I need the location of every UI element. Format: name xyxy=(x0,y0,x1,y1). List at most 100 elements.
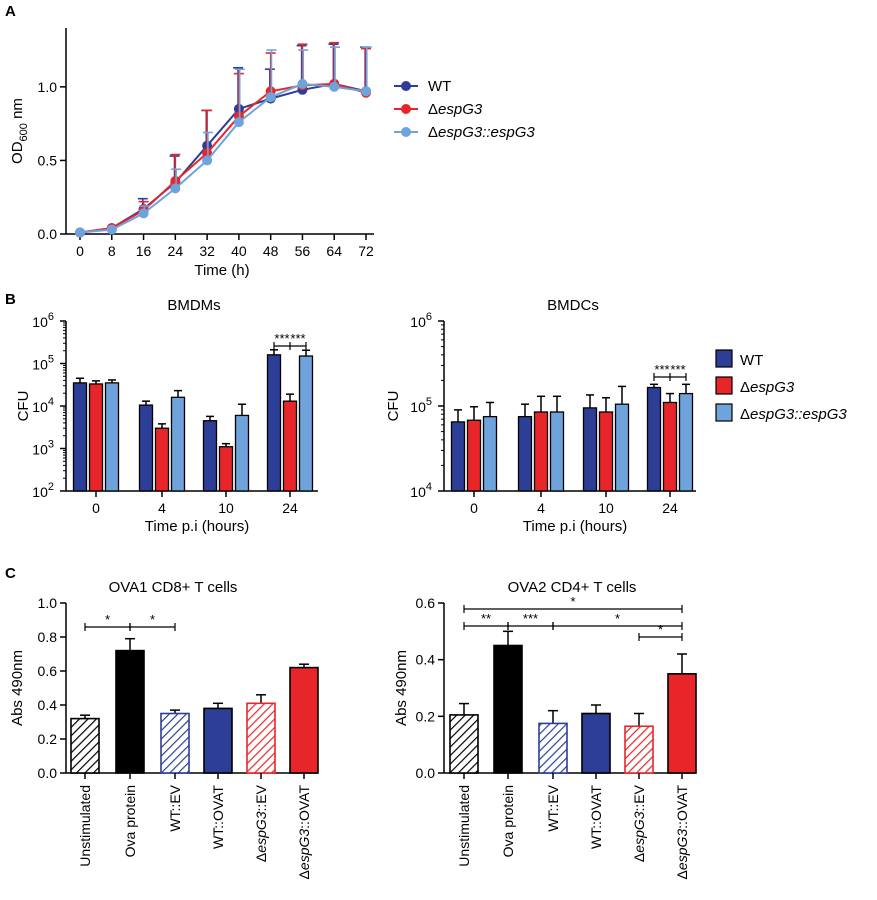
bar xyxy=(598,411,614,492)
bar xyxy=(115,649,145,774)
x-axis-label: Time (h) xyxy=(194,262,249,279)
x-tick-label: 24 xyxy=(662,500,678,516)
legend-marker xyxy=(401,127,411,137)
x-tick-label: Unstimulated xyxy=(77,785,93,867)
chart-ova2-cd4: 0.0 0.2 0.4 0.6 OVA2 CD4+ T cells Abs 490nm Un… xyxy=(393,579,697,879)
y-tick-label: 0.2 xyxy=(416,708,436,724)
significance-label: * xyxy=(150,612,155,627)
significance-label: *** xyxy=(274,331,289,346)
x-tick-label: 10 xyxy=(598,500,614,516)
legend-label: WT xyxy=(740,352,763,369)
bar xyxy=(646,386,662,492)
chart-bmdm-cfu: 102 103 104 105 106 BMDMs Time p.i (hours) CFU 0… xyxy=(15,297,318,535)
x-tick-label: 8 xyxy=(108,243,116,259)
x-tick-label: WT::EV xyxy=(545,784,561,831)
significance-label: *** xyxy=(290,331,305,346)
x-tick-label: ΔespG3::OVAT xyxy=(296,785,312,880)
y-tick-label: 0.2 xyxy=(38,731,58,747)
x-axis-label: Time p.i (hours) xyxy=(523,518,627,535)
data-point xyxy=(329,81,340,92)
legend-marker xyxy=(401,81,411,91)
x-tick-label: 72 xyxy=(358,243,374,259)
legend-label: ΔespG3::espG3 xyxy=(428,124,535,141)
legend-swatch xyxy=(715,349,733,368)
chart-growth-curve: 0.0 0.5 1.0 0 8 16 24 32 40 48 56 64 72 Time (h) OD600… xyxy=(9,28,535,279)
bar xyxy=(493,644,523,774)
x-tick-label: ΔespG3::EV xyxy=(253,784,269,862)
bar xyxy=(282,400,298,492)
y-tick-label: 103 xyxy=(32,439,54,458)
bar xyxy=(678,392,694,492)
y-tick-label: 106 xyxy=(410,311,432,330)
x-tick-label: 32 xyxy=(199,243,215,259)
data-point xyxy=(202,155,213,166)
bar xyxy=(614,403,630,492)
y-axis-label: CFU xyxy=(15,391,32,422)
data-point xyxy=(265,92,276,103)
bar xyxy=(88,383,104,492)
x-axis-label: Time p.i (hours) xyxy=(145,518,249,535)
significance-label: ** xyxy=(481,611,491,626)
data-point xyxy=(361,86,371,97)
bar xyxy=(581,712,611,774)
x-tick-label: 48 xyxy=(263,243,279,259)
panel-label-a: A xyxy=(5,3,16,20)
panel-label-b: B xyxy=(5,291,16,308)
x-tick-label: 4 xyxy=(537,500,545,516)
bar xyxy=(104,382,120,492)
data-point xyxy=(75,227,85,238)
bar xyxy=(154,427,170,492)
x-tick-label: Unstimulated xyxy=(456,785,472,867)
significance-label: *** xyxy=(654,362,669,377)
legend-swatch xyxy=(715,376,733,395)
series-2 xyxy=(75,46,372,238)
bar xyxy=(533,411,549,492)
x-tick-label: 16 xyxy=(136,243,152,259)
significance-label: *** xyxy=(670,362,685,377)
bar xyxy=(246,702,276,774)
significance-label: * xyxy=(570,594,575,609)
y-axis-label: CFU xyxy=(385,391,402,422)
x-tick-label: ΔespG3::EV xyxy=(631,784,647,862)
bar xyxy=(624,725,654,774)
chart-title: BMDCs xyxy=(547,297,599,314)
x-tick-label: 40 xyxy=(231,243,247,259)
x-tick-label: 4 xyxy=(158,500,166,516)
bar xyxy=(289,666,319,774)
x-tick-label: WT::EV xyxy=(167,784,183,831)
legend-label: ΔespG3::espG3 xyxy=(740,406,847,423)
bar xyxy=(72,382,88,492)
bar xyxy=(667,673,697,774)
bar xyxy=(449,714,479,774)
significance-label: * xyxy=(615,611,620,626)
significance-label: *** xyxy=(523,611,538,626)
x-tick-label: Ova protein xyxy=(122,785,138,857)
chart-title: BMDMs xyxy=(167,297,220,314)
y-axis-label: Abs 490nm xyxy=(393,650,410,726)
bar xyxy=(202,420,218,492)
bar xyxy=(582,407,598,492)
y-tick-label: 104 xyxy=(410,481,432,500)
y-tick-label: 105 xyxy=(410,396,432,415)
bar xyxy=(517,415,533,492)
x-tick-label: 0 xyxy=(92,500,100,516)
series-line xyxy=(79,82,367,234)
y-tick-label: 106 xyxy=(32,311,54,330)
bar xyxy=(549,411,565,492)
y-tick-label: 104 xyxy=(32,396,54,415)
chart-ova1-cd8: 0.0 0.2 0.4 0.6 0.8 1.0 OVA1 CD8+ T cells Abs 4… xyxy=(9,579,319,880)
y-tick-label: 0.0 xyxy=(38,765,58,781)
x-tick-label: WT::OVAT xyxy=(588,785,604,849)
legend-label: ΔespG3 xyxy=(740,379,795,396)
x-tick-label: 0 xyxy=(76,243,84,259)
y-tick-label: 102 xyxy=(32,481,54,500)
legend-label: WT xyxy=(428,78,451,95)
y-tick-label: 105 xyxy=(32,354,54,373)
y-tick-label: 0.4 xyxy=(38,697,58,713)
bar xyxy=(266,354,282,492)
bar xyxy=(298,355,314,492)
bar xyxy=(170,396,186,492)
